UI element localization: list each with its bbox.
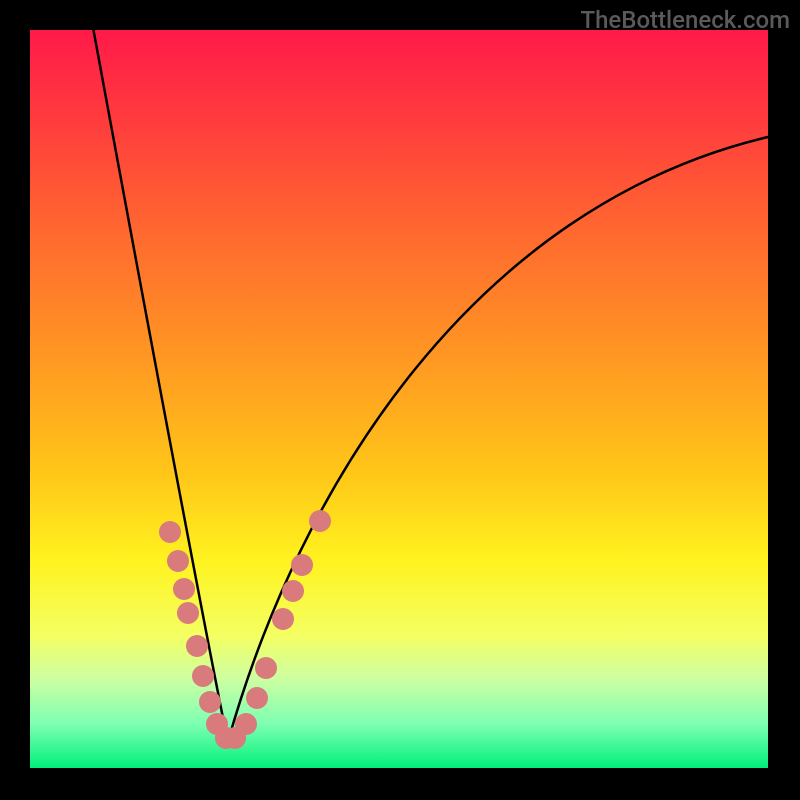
- markers-layer: [30, 30, 768, 768]
- data-marker: [159, 521, 181, 543]
- plot-area: [30, 30, 768, 768]
- data-marker: [167, 550, 189, 572]
- data-marker: [199, 691, 221, 713]
- data-marker: [309, 510, 331, 532]
- data-marker: [186, 635, 208, 657]
- data-marker: [246, 687, 268, 709]
- data-marker: [255, 657, 277, 679]
- data-marker: [192, 665, 214, 687]
- data-marker: [291, 554, 313, 576]
- data-marker: [173, 578, 195, 600]
- data-marker: [177, 602, 199, 624]
- data-marker: [272, 608, 294, 630]
- chart-canvas: TheBottleneck.com: [0, 0, 800, 800]
- watermark-text: TheBottleneck.com: [580, 6, 790, 34]
- data-marker: [235, 713, 257, 735]
- data-marker: [282, 580, 304, 602]
